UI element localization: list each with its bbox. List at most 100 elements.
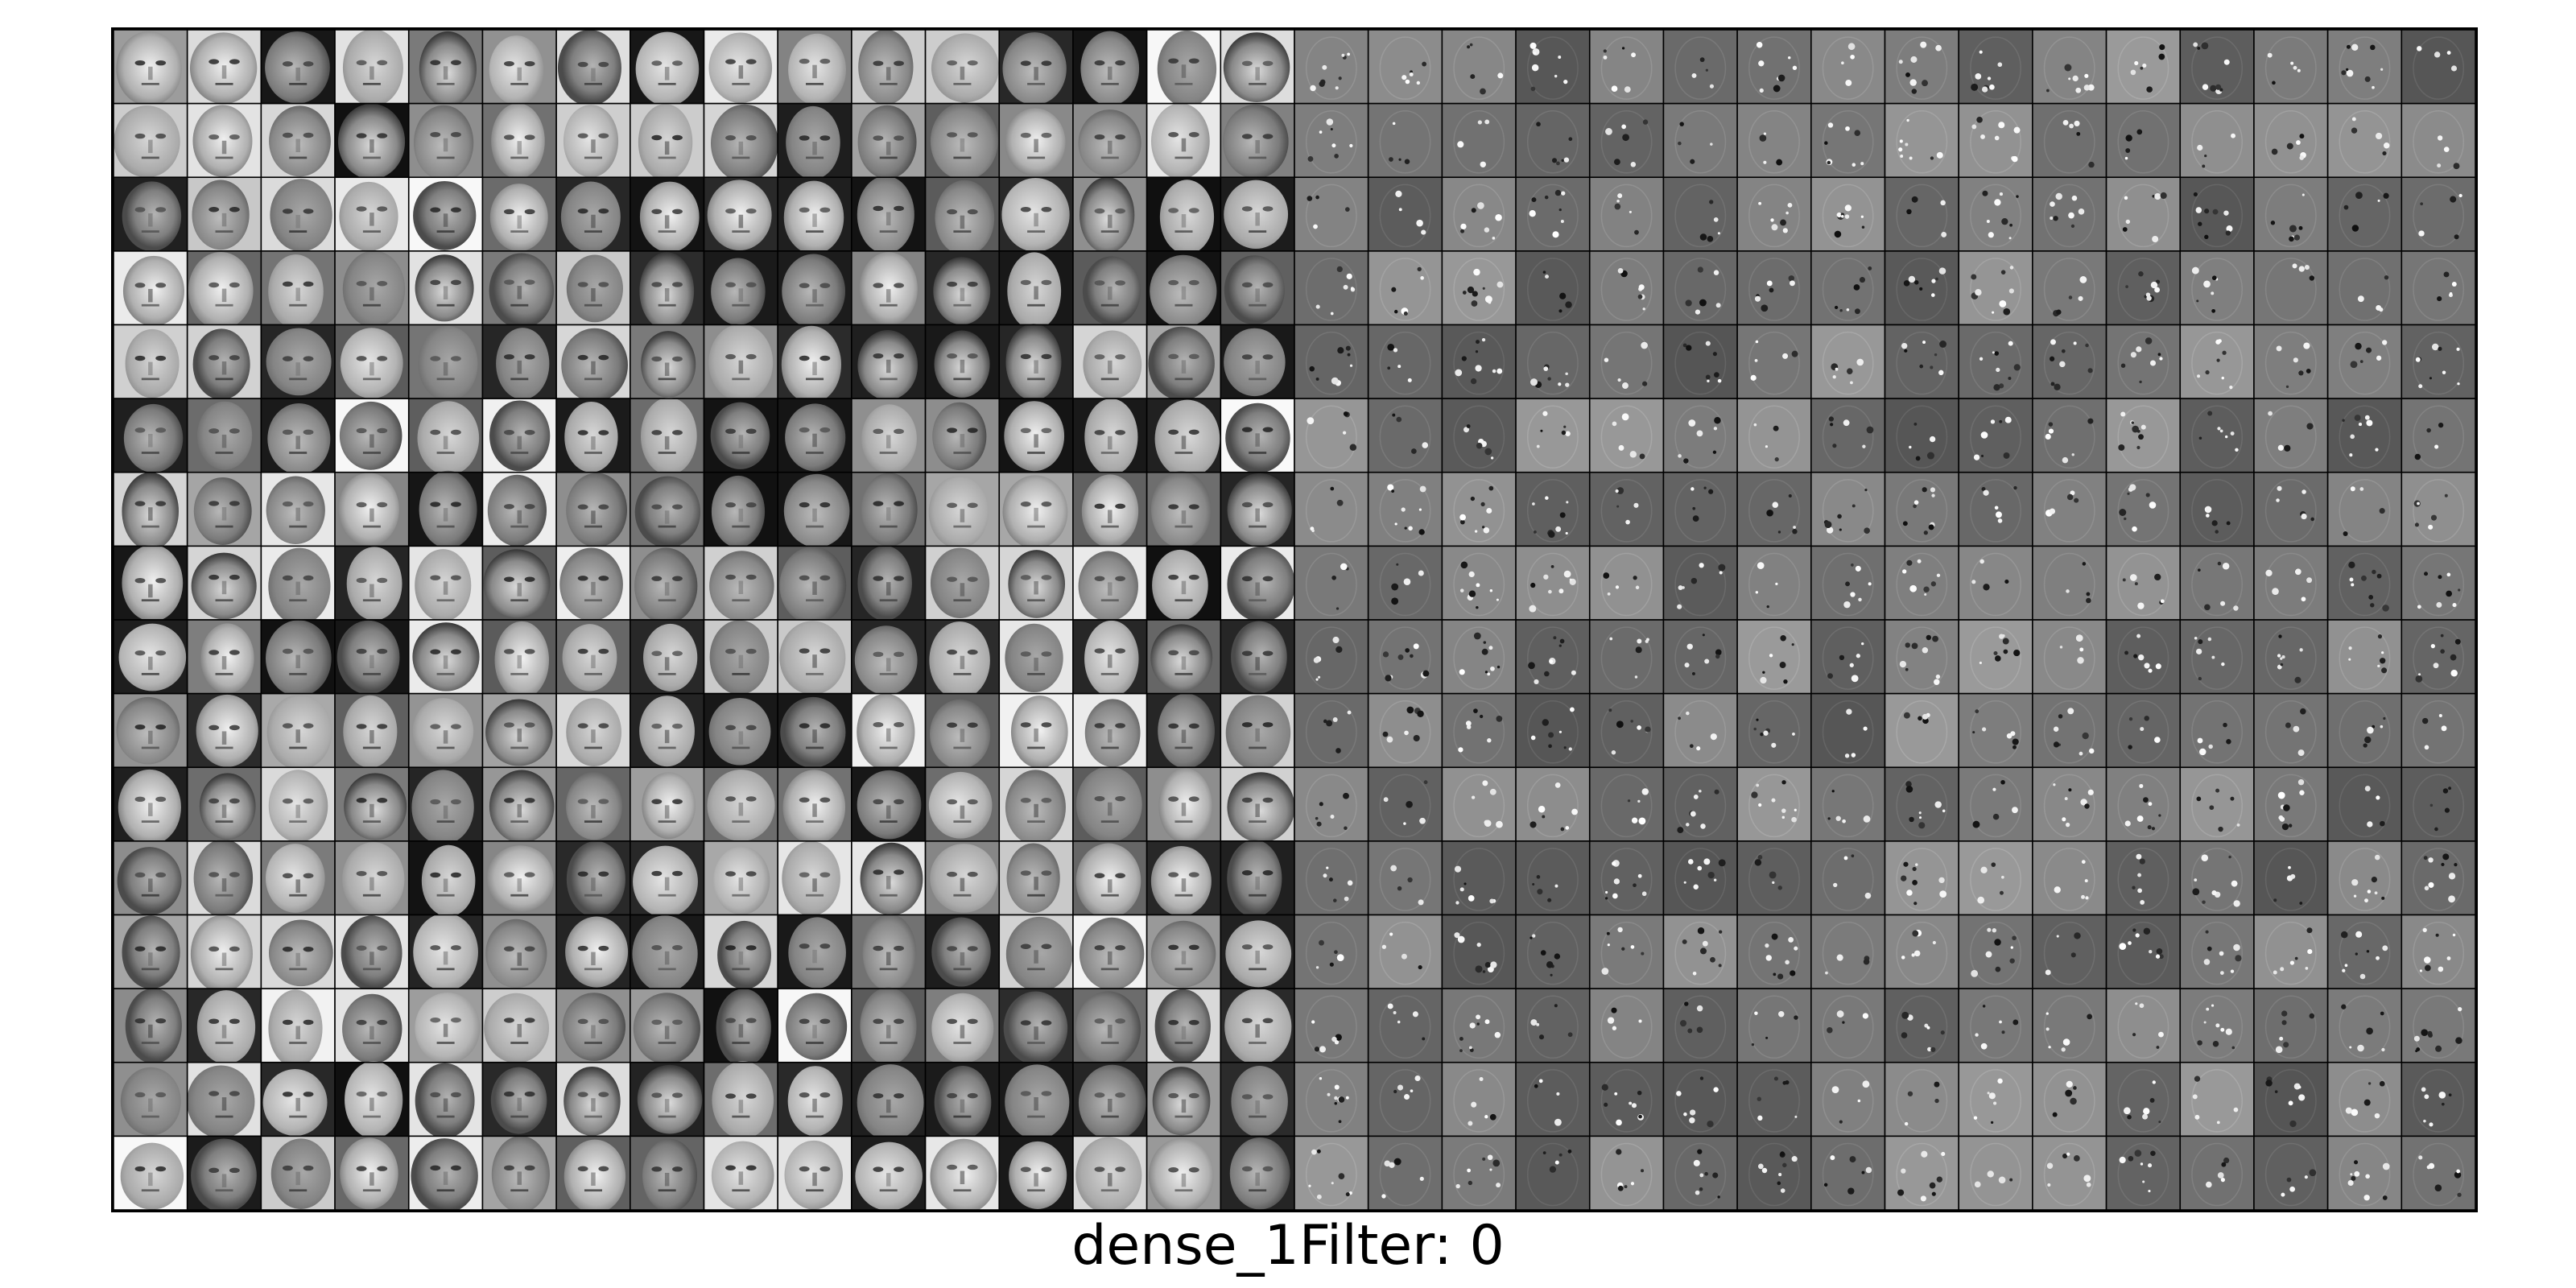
face-image-tile [481, 988, 557, 1063]
face-image-tile [630, 840, 705, 918]
activation-map-tile [1515, 398, 1591, 473]
activation-map-tile [1736, 692, 1812, 769]
activation-map-tile [1884, 692, 1959, 769]
face-image-tile [260, 840, 336, 916]
activation-map-tile [1884, 324, 1959, 399]
face-image-tile [1146, 471, 1222, 548]
face-image-tile [481, 914, 557, 989]
activation-map-tile [2032, 988, 2107, 1063]
activation-map-tile [1441, 324, 1517, 399]
face-image-tile [630, 692, 705, 769]
face-image-tile [924, 471, 1001, 549]
activation-map-tile [1441, 766, 1517, 842]
activation-map-tile [1294, 471, 1369, 547]
activation-map-tile [1958, 102, 2033, 179]
activation-map-tile [2326, 471, 2403, 547]
face-image-tile [630, 1135, 705, 1210]
face-image-tile [1220, 1135, 1295, 1210]
activation-map-tile [1810, 471, 1886, 547]
activation-map-tile [2105, 766, 2182, 842]
face-image-tile [630, 766, 705, 842]
face-image-tile [998, 1061, 1074, 1140]
activation-map-tile [1736, 102, 1812, 179]
face-image-tile [186, 692, 262, 769]
activation-map-tile [1294, 914, 1369, 989]
activation-map-tile [1441, 30, 1517, 105]
face-image-tile [481, 840, 557, 916]
activation-map-tile [1884, 988, 1959, 1063]
face-image-tile [703, 398, 778, 473]
activation-map-tile [1588, 766, 1665, 842]
activation-map-tile [1441, 545, 1517, 621]
face-image-tile [334, 30, 410, 107]
face-image-tile [777, 102, 852, 180]
face-image-tile [334, 1061, 410, 1139]
activation-map-tile [1958, 988, 2033, 1063]
activation-map-tile [2179, 914, 2255, 989]
face-image-tile [260, 692, 336, 770]
face-image-tile [703, 30, 778, 105]
activation-map-tile [2032, 176, 2107, 252]
face-image-tile [851, 545, 927, 621]
activation-map-tile [1958, 471, 2033, 547]
activation-map-tile [2032, 471, 2107, 547]
face-image-tile [260, 102, 336, 179]
face-image-tile [924, 1135, 1001, 1210]
activation-map-tile [1588, 324, 1665, 399]
face-image-tile [703, 619, 778, 695]
face-image-tile [260, 766, 336, 843]
activation-map-tile [1367, 692, 1443, 769]
activation-map-tile [2032, 619, 2107, 695]
face-image-tile [1146, 840, 1222, 916]
face-image-tile [1146, 766, 1222, 844]
face-image-tile [851, 692, 927, 770]
face-image-tile [114, 914, 188, 989]
activation-map-tile [1736, 324, 1812, 399]
activation-map-tile [1367, 30, 1443, 105]
face-image-tile [1146, 324, 1222, 401]
face-image-tile [1072, 766, 1148, 843]
face-image-tile [703, 988, 778, 1067]
activation-map-tile [1662, 914, 1738, 989]
activation-map-tile [1736, 471, 1812, 547]
activation-map-tile [1367, 766, 1443, 842]
face-image-tile [924, 176, 1001, 256]
face-image-tile [334, 692, 410, 769]
activation-map-tile [1441, 619, 1517, 695]
activation-map-tile [1588, 840, 1665, 916]
activation-map-tile [1294, 176, 1369, 252]
activation-map-tile [1515, 1135, 1591, 1210]
activation-map-tile [1294, 619, 1369, 695]
face-image-tile [407, 324, 484, 402]
face-image-tile [998, 840, 1074, 916]
face-image-tile [998, 30, 1074, 105]
activation-map-tile [2179, 102, 2255, 179]
activation-map-tile [2326, 250, 2403, 326]
activation-map-tile [1810, 692, 1886, 769]
face-image-tile [186, 102, 262, 179]
face-image-tile [924, 250, 1001, 326]
activation-map-tile [2253, 692, 2329, 769]
face-image-tile [1220, 30, 1295, 105]
activation-map-tile [1810, 324, 1886, 399]
face-image-tile [1072, 176, 1148, 254]
face-image-tile [998, 102, 1074, 179]
face-image-tile [998, 1135, 1074, 1210]
activation-map-tile [2253, 545, 2329, 621]
face-image-tile [998, 692, 1074, 769]
activation-map-tile [2401, 102, 2475, 179]
face-image-tile [186, 30, 262, 105]
face-image-tile [334, 766, 410, 842]
activation-map-tile [1588, 471, 1665, 547]
face-image-tile [924, 545, 1001, 621]
activation-map-tile [2179, 766, 2255, 842]
face-image-tile [1146, 398, 1222, 478]
activation-map-tile [1441, 1135, 1517, 1210]
face-image-tile [703, 766, 778, 842]
face-image-tile [555, 692, 631, 769]
activation-map-tile [1294, 30, 1369, 105]
face-image-tile [481, 471, 557, 547]
activation-map-tile [1736, 1061, 1812, 1137]
activation-map-tile [1958, 766, 2033, 842]
